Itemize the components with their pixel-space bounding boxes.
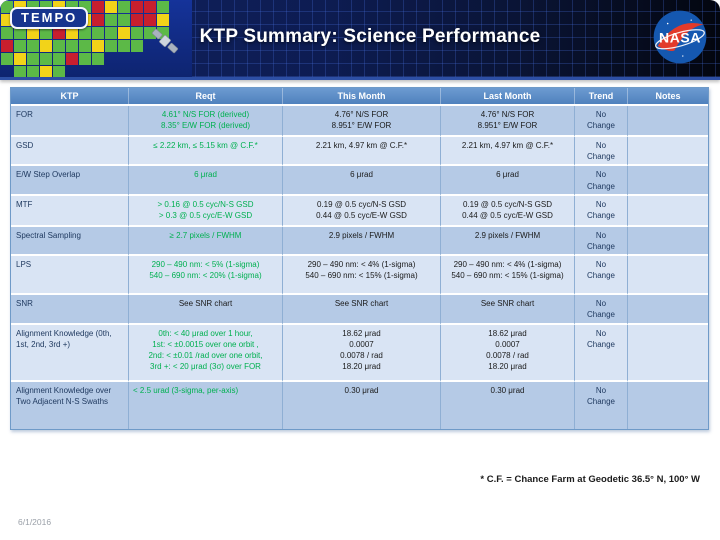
ktp-summary-table: KTP Reqt This Month Last Month Trend Not…: [10, 87, 709, 430]
reqt-value: > 0.16 @ 0.5 cyc/N-S GSD > 0.3 @ 0.5 cyc…: [157, 199, 254, 220]
ktp-label: FOR: [16, 110, 33, 119]
trend-value: No Change: [586, 385, 616, 406]
last-month-value: 6 μrad: [496, 170, 519, 180]
table-row-alignment-knowledge-swaths: Alignment Knowledge over Two Adjacent N-…: [11, 381, 708, 429]
table-row-alignment-knowledge: Alignment Knowledge (0th, 1st, 2nd, 3rd …: [11, 324, 708, 382]
table-row-lps: LPS 290 – 490 nm: < 5% (1-sigma) 540 – 6…: [11, 256, 708, 296]
ktp-label: Alignment Knowledge (0th, 1st, 2nd, 3rd …: [16, 328, 112, 349]
ktp-label: SNR: [16, 299, 33, 309]
nasa-logo-icon: NASA: [652, 9, 708, 70]
svg-text:NASA: NASA: [659, 30, 701, 46]
this-month-value: 18.62 μrad 0.0007 0.0078 / rad 18.20 μra…: [340, 328, 383, 372]
table-row-for: FOR 4.61° N/S FOR (derived) 8.35° E/W FO…: [11, 106, 708, 137]
column-header-this-month: This Month: [283, 88, 441, 106]
trend-value: No Change: [586, 170, 616, 191]
table-header-row: KTP Reqt This Month Last Month Trend Not…: [11, 88, 708, 106]
this-month-value: 2.21 km, 4.97 km @ C.F.*: [315, 141, 408, 150]
ktp-label: Spectral Sampling: [16, 230, 81, 240]
last-month-value: 18.62 μrad 0.0007 0.0078 / rad 18.20 μra…: [486, 328, 529, 372]
this-month-value: See SNR chart: [334, 299, 389, 309]
ktp-label: E/W Step Overlap: [16, 170, 81, 180]
this-month-value: 290 – 490 nm: < 4% (1-sigma) 540 – 690 n…: [305, 260, 418, 281]
column-header-last-month: Last Month: [441, 88, 575, 106]
trend-value: No Change: [586, 230, 616, 251]
trend-value: No Change: [586, 141, 616, 162]
column-header-notes: Notes: [628, 88, 708, 106]
last-month-value: 2.9 pixels / FWHM: [474, 230, 541, 240]
slide-banner: TEMPO KTP Summary: Science Performance N…: [0, 0, 720, 80]
this-month-value: 0.19 @ 0.5 cyc/N-S GSD 0.44 @ 0.5 cyc/E-…: [316, 199, 407, 220]
reqt-value: 6 μrad: [194, 170, 217, 180]
table-row-snr: SNR See SNR chart See SNR chart See SNR …: [11, 295, 708, 325]
reqt-value: 290 – 490 nm: < 5% (1-sigma) 540 – 690 n…: [149, 260, 262, 281]
reqt-value: < 2.5 urad (3-sigma, per-axis): [133, 385, 239, 395]
trend-value: No Change: [586, 299, 616, 320]
table-row-gsd: GSD ≤ 2.22 km, ≤ 5.15 km @ C.F.* 2.21 km…: [11, 137, 708, 167]
trend-value: No Change: [586, 260, 616, 281]
reqt-value: See SNR chart: [178, 299, 233, 309]
this-month-value: 4.76° N/S FOR 8.951° E/W FOR: [331, 110, 392, 131]
this-month-value: 6 μrad: [350, 170, 373, 180]
this-month-value: 2.9 pixels / FWHM: [328, 230, 395, 240]
last-month-value: 0.19 @ 0.5 cyc/N-S GSD 0.44 @ 0.5 cyc/E-…: [462, 199, 553, 220]
last-month-value: 4.76° N/S FOR 8.951° E/W FOR: [477, 110, 538, 131]
this-month-value: 0.30 μrad: [344, 385, 379, 395]
last-month-value: 2.21 km, 4.97 km @ C.F.*: [461, 141, 554, 150]
last-month-value: 0.30 μrad: [490, 385, 525, 395]
reqt-value: ≥ 2.7 pixels / FWHM: [169, 230, 242, 240]
satellite-icon: [148, 24, 182, 63]
ktp-label: LPS: [16, 260, 32, 270]
trend-value: No Change: [586, 110, 616, 131]
trend-value: No Change: [586, 328, 616, 349]
table-row-mtf: MTF > 0.16 @ 0.5 cyc/N-S GSD > 0.3 @ 0.5…: [11, 195, 708, 227]
reqt-value: ≤ 2.22 km, ≤ 5.15 km @ C.F.*: [153, 141, 258, 150]
table-row-spectral-sampling: Spectral Sampling ≥ 2.7 pixels / FWHM 2.…: [11, 226, 708, 257]
column-header-trend: Trend: [575, 88, 628, 106]
last-month-value: See SNR chart: [480, 299, 535, 309]
last-month-value: 290 – 490 nm: < 4% (1-sigma) 540 – 690 n…: [451, 260, 564, 281]
column-header-reqt: Reqt: [129, 88, 283, 106]
reqt-value: 0th: < 40 μrad over 1 hour, 1st: < ±0.00…: [148, 328, 263, 372]
chance-farm-footnote: * C.F. = Chance Farm at Geodetic 36.5° N…: [480, 474, 700, 485]
tempo-logo: TEMPO: [10, 7, 89, 29]
trend-value: No Change: [586, 199, 616, 220]
page-title: KTP Summary: Science Performance: [199, 26, 541, 47]
slide-date: 6/1/2016: [18, 517, 52, 527]
ktp-label: MTF: [16, 199, 33, 209]
ktp-label: GSD: [16, 141, 34, 150]
reqt-value: 4.61° N/S FOR (derived) 8.35° E/W FOR (d…: [161, 110, 250, 131]
ktp-label: Alignment Knowledge over Two Adjacent N-…: [16, 385, 112, 406]
column-header-ktp: KTP: [11, 88, 129, 106]
table-row-ew-step-overlap: E/W Step Overlap 6 μrad 6 μrad 6 μrad No…: [11, 166, 708, 196]
